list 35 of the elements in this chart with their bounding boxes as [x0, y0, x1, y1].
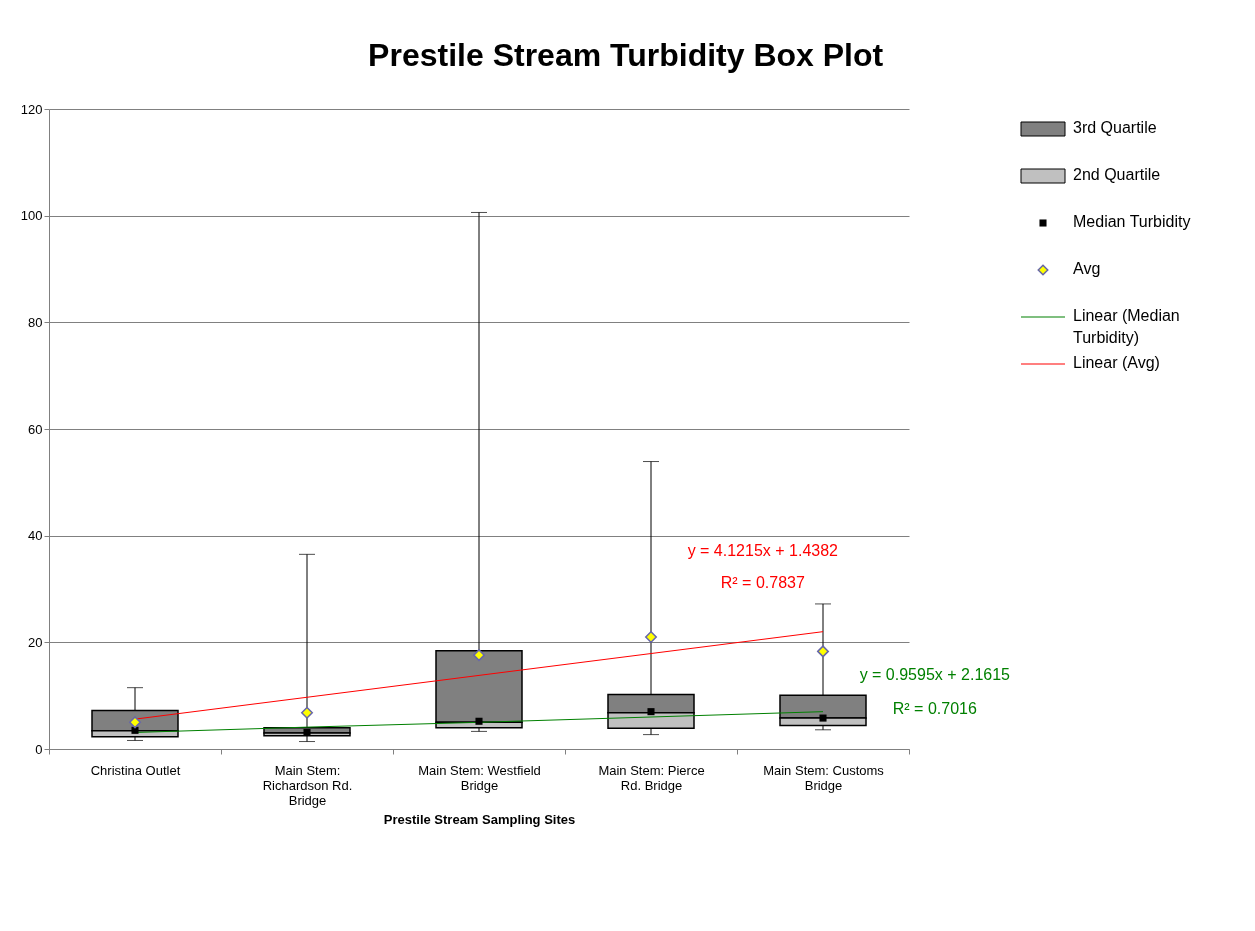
y-tick-label: 20 — [28, 634, 43, 650]
point — [131, 726, 139, 734]
x-tick-label: Main Stem: Richardson Rd. Bridge — [262, 762, 353, 808]
x-axis-title: Prestile Stream Sampling Sites — [383, 811, 576, 827]
annotation: y = 4.1215x + 1.4382 — [687, 541, 839, 559]
legend-label: Median Turbidity — [1073, 213, 1191, 230]
annotation: R² = 0.7837 — [720, 573, 805, 591]
point — [129, 716, 141, 729]
point — [475, 717, 483, 725]
legend-label: 3rd Quartile — [1073, 119, 1157, 136]
point — [647, 708, 655, 716]
y-tick-label: 60 — [28, 421, 43, 437]
legend-label: Linear (Median Turbidity) — [1073, 307, 1180, 346]
legend-label: Linear (Avg) — [1073, 354, 1160, 371]
y-tick-label: 80 — [28, 314, 43, 330]
annotation: y = 0.9595x + 2.1615 — [859, 666, 1011, 684]
point — [819, 714, 827, 722]
y-tick-label: 120 — [20, 101, 43, 117]
x-tick-label: Main Stem: Customs Bridge — [763, 762, 885, 793]
point — [817, 645, 829, 658]
chart-title: Prestile Stream Turbidity Box Plot — [368, 37, 884, 73]
y-tick-label: 40 — [28, 528, 43, 544]
point — [645, 631, 657, 643]
point — [473, 649, 485, 662]
legend-label: Avg — [1073, 260, 1101, 277]
y-tick-label: 100 — [20, 208, 43, 224]
x-tick-label: Main Stem: Westfield Bridge — [418, 762, 541, 793]
point — [303, 728, 311, 736]
annotation: R² = 0.7016 — [892, 699, 977, 717]
bar — [435, 650, 523, 724]
point — [301, 706, 313, 719]
x-tick-label: Main Stem: Pierce Rd. Bridge — [598, 762, 705, 793]
x-tick-label: Christina Outlet — [90, 762, 181, 778]
y-tick-label: 0 — [35, 741, 43, 757]
legend-label: 2nd Quartile — [1073, 166, 1161, 183]
